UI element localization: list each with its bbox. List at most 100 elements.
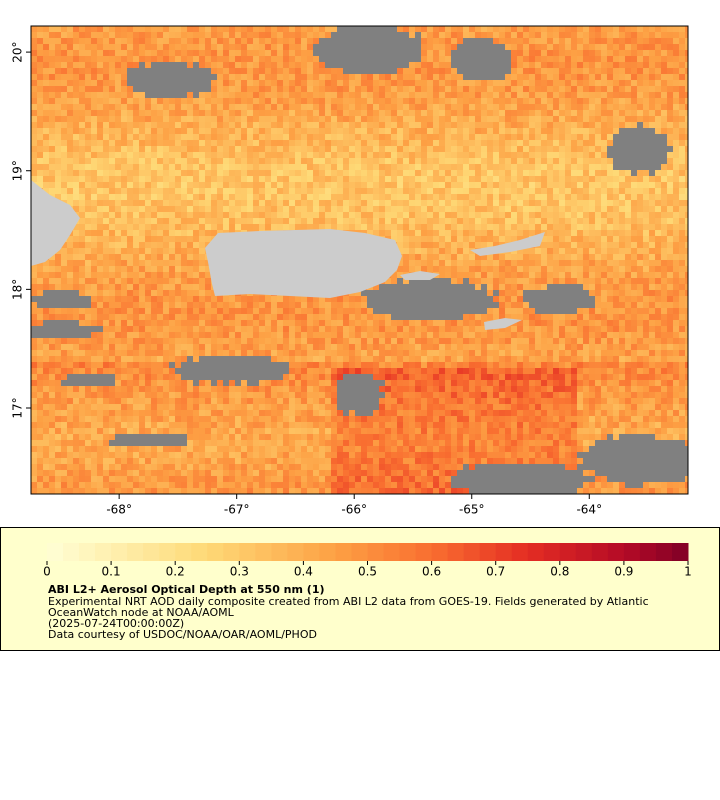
raster-cell: [397, 122, 403, 128]
raster-cell: [517, 134, 523, 140]
raster-cell: [589, 32, 595, 38]
raster-cell: [313, 188, 319, 194]
raster-cell: [577, 176, 583, 182]
raster-cell: [415, 224, 421, 230]
raster-cell: [121, 104, 127, 110]
raster-cell: [319, 194, 325, 200]
raster-cell: [247, 116, 253, 122]
raster-cell: [145, 92, 151, 98]
raster-cell: [199, 38, 205, 44]
raster-cell: [469, 266, 475, 272]
raster-cell: [541, 56, 547, 62]
raster-cell: [553, 122, 559, 128]
raster-cell: [319, 110, 325, 116]
raster-cell: [301, 164, 307, 170]
raster-cell: [637, 32, 643, 38]
raster-cell: [37, 182, 43, 188]
raster-cell: [601, 134, 607, 140]
raster-cell: [139, 284, 145, 290]
raster-cell: [541, 278, 547, 284]
raster-cell: [163, 128, 169, 134]
raster-cell: [565, 182, 571, 188]
raster-cell: [127, 116, 133, 122]
raster-cell: [133, 50, 139, 56]
raster-cell: [637, 188, 643, 194]
raster-cell: [217, 98, 223, 104]
raster-cell: [595, 272, 601, 278]
raster-cell: [571, 74, 577, 80]
raster-cell: [37, 110, 43, 116]
raster-cell: [475, 224, 481, 230]
raster-cell: [535, 44, 541, 50]
raster-cell: [55, 188, 61, 194]
raster-cell: [679, 272, 685, 278]
raster-cell: [349, 92, 355, 98]
raster-cell: [613, 92, 619, 98]
raster-cell: [505, 206, 511, 212]
raster-cell: [397, 80, 403, 86]
raster-cell: [229, 44, 235, 50]
raster-cell: [115, 266, 121, 272]
raster-cell: [655, 68, 661, 74]
raster-cell: [31, 158, 37, 164]
raster-cell: [55, 158, 61, 164]
raster-cell: [109, 122, 115, 128]
raster-cell: [475, 236, 481, 242]
raster-cell: [301, 92, 307, 98]
raster-cell: [655, 128, 661, 134]
raster-cell: [403, 140, 409, 146]
raster-cell: [31, 44, 37, 50]
raster-cell: [553, 80, 559, 86]
raster-cell: [415, 230, 421, 236]
raster-cell: [679, 50, 685, 56]
raster-cell: [109, 212, 115, 218]
raster-cell: [415, 260, 421, 266]
raster-cell: [169, 164, 175, 170]
raster-cell: [361, 86, 367, 92]
raster-cell: [43, 152, 49, 158]
raster-cell: [277, 296, 283, 302]
raster-cell: [643, 122, 649, 128]
raster-cell: [151, 218, 157, 224]
raster-cell: [445, 242, 451, 248]
raster-cell: [187, 260, 193, 266]
raster-cell: [343, 92, 349, 98]
raster-cell: [331, 212, 337, 218]
raster-cell: [187, 296, 193, 302]
raster-cell: [397, 200, 403, 206]
raster-cell: [187, 194, 193, 200]
raster-cell: [463, 254, 469, 260]
raster-cell: [175, 266, 181, 272]
raster-cell: [469, 236, 475, 242]
raster-cell: [511, 104, 517, 110]
raster-cell: [499, 188, 505, 194]
raster-cell: [73, 86, 79, 92]
raster-cell: [331, 128, 337, 134]
raster-cell: [79, 182, 85, 188]
raster-cell: [421, 242, 427, 248]
raster-cell: [535, 212, 541, 218]
raster-cell: [49, 56, 55, 62]
raster-cell: [499, 26, 505, 32]
raster-cell: [589, 266, 595, 272]
raster-cell: [655, 248, 661, 254]
raster-cell: [529, 122, 535, 128]
raster-cell: [187, 98, 193, 104]
raster-cell: [391, 158, 397, 164]
raster-cell: [523, 206, 529, 212]
raster-cell: [193, 194, 199, 200]
raster-cell: [283, 296, 289, 302]
raster-cell: [409, 146, 415, 152]
raster-cell: [445, 50, 451, 56]
raster-cell: [289, 38, 295, 44]
raster-cell: [631, 284, 637, 290]
raster-cell: [79, 194, 85, 200]
raster-cell: [661, 182, 667, 188]
raster-cell: [679, 200, 685, 206]
raster-cell: [133, 284, 139, 290]
raster-cell: [199, 212, 205, 218]
raster-cell: [421, 200, 427, 206]
raster-cell: [295, 32, 301, 38]
raster-cell: [679, 260, 685, 266]
